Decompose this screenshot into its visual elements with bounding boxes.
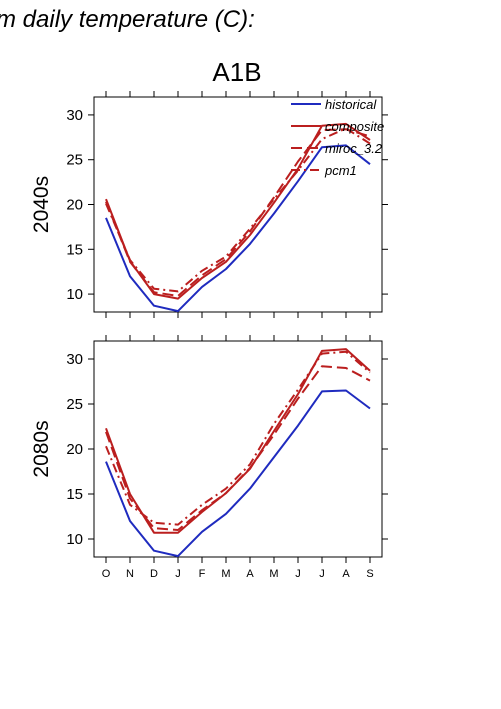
legend-label: pcm1	[324, 163, 357, 178]
figure-heading: m daily temperature (C):	[0, 6, 255, 33]
legend-label: composite	[325, 119, 384, 134]
y-tick-label: 10	[66, 286, 83, 303]
y-tick-label: 30	[66, 351, 83, 368]
series-line-historical	[105, 144, 371, 313]
y-tick-label: 20	[66, 197, 83, 214]
y-tick-label: 10	[66, 531, 83, 548]
series-line-historical	[105, 389, 371, 558]
series-line-composite	[105, 348, 371, 534]
x-tick-label: M	[221, 568, 230, 580]
series-line-pcm1	[105, 350, 371, 526]
scenario-title: A1B	[212, 57, 261, 87]
series-line-miroc-3-2	[105, 365, 371, 531]
panel-2080s: 10 15 20 25 30 O N D J F M A M J J A S 2080s	[30, 335, 388, 580]
x-tick-label: A	[342, 568, 350, 580]
x-tick-label: N	[126, 568, 134, 580]
x-tick-label: J	[175, 568, 181, 580]
x-tick-label: J	[295, 568, 301, 580]
y-tick-label: 20	[66, 441, 83, 458]
panel-2040s: 10 15 20 25 30 2040s historical composite miroc_…	[30, 91, 388, 318]
x-tick-label: J	[319, 568, 325, 580]
y-tick-label: 25	[66, 396, 83, 413]
x-tick-label: F	[199, 568, 206, 580]
legend-label: miroc_3.2	[325, 141, 383, 156]
row-label: 2080s	[30, 420, 53, 477]
x-tick-label: D	[150, 568, 158, 580]
y-tick-label: 15	[66, 241, 83, 258]
y-tick-label: 30	[66, 107, 83, 124]
legend-label: historical	[325, 97, 377, 112]
y-tick-label: 25	[66, 152, 83, 169]
y-tick-label: 15	[66, 486, 83, 503]
series-line-miroc-3-2	[105, 128, 371, 297]
x-tick-label: S	[366, 568, 373, 580]
x-tick-label: A	[246, 568, 254, 580]
plot-frame	[93, 340, 383, 558]
x-tick-label: M	[269, 568, 278, 580]
row-label: 2040s	[30, 176, 53, 233]
x-tick-label: O	[102, 568, 111, 580]
